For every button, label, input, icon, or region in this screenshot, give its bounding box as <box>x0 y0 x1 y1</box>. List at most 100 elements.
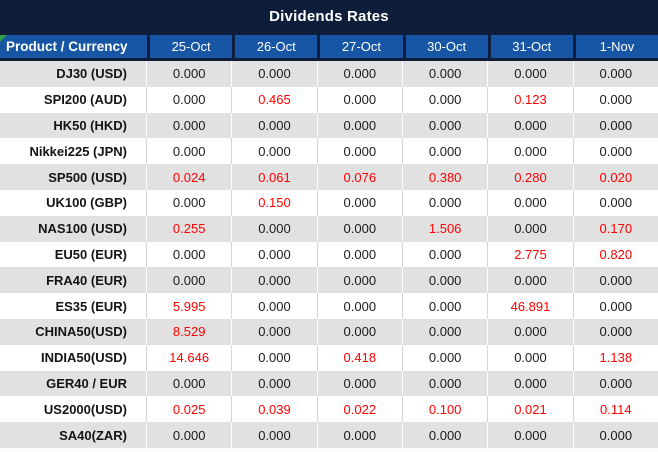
dividend-value-cell: 0.000 <box>403 344 489 371</box>
dividend-value-cell: 0.000 <box>403 61 489 87</box>
dividend-value-cell: 0.000 <box>232 344 318 371</box>
table-row: FRA40 (EUR) 0.000 0.000 0.000 0.000 0.000 0.00… <box>0 267 658 294</box>
dividend-value-cell: 0.076 <box>318 164 403 190</box>
dividend-value-cell: 0.280 <box>488 164 574 190</box>
dividend-value-cell: 0.000 <box>488 189 574 216</box>
dividend-value-cell: 0.000 <box>403 318 489 345</box>
dividend-value-cell: 0.000 <box>488 138 574 165</box>
dividend-value-cell: 0.000 <box>488 215 574 242</box>
dividend-value-cell: 0.000 <box>599 324 633 340</box>
date-column-header: 31-Oct <box>490 35 573 58</box>
product-cell: SA40(ZAR) <box>0 422 147 448</box>
dividend-value-cell: 0.000 <box>318 318 403 345</box>
table-row: SP500 (USD) 0.024 0.061 0.076 0.380 0.280 0.02… <box>0 164 658 190</box>
dividend-value-cell: 0.025 <box>147 396 233 423</box>
dividend-value-cell: 0.000 <box>232 241 318 268</box>
bottom-strip <box>0 448 658 452</box>
dividend-value-cell: 0.123 <box>488 86 574 113</box>
dividend-value-cell: 0.000 <box>318 370 403 397</box>
product-cell: DJ30 (USD) <box>0 61 147 87</box>
date-column-header: 27-Oct <box>320 35 403 58</box>
product-cell: SPI200 (AUD) <box>0 86 147 113</box>
dividend-value-cell: 0.150 <box>232 189 318 216</box>
table-row: INDIA50(USD) 14.646 0.000 0.418 0.000 0.000 1.… <box>0 344 658 371</box>
table-row: DJ30 (USD) 0.000 0.000 0.000 0.000 0.000 0.000 <box>0 61 658 87</box>
dividend-value-cell: 0.000 <box>147 86 233 113</box>
product-cell: SP500 (USD) <box>0 164 147 190</box>
dividend-value-cell: 0.000 <box>147 241 233 268</box>
dividend-value-cell: 2.775 <box>488 241 574 268</box>
dividend-value-cell: 0.061 <box>232 164 318 190</box>
product-cell: INDIA50(USD) <box>0 344 147 371</box>
date-column-header: 26-Oct <box>235 35 318 58</box>
product-cell: US2000(USD) <box>0 396 147 423</box>
product-cell: CHINA50(USD) <box>0 318 147 345</box>
cell-note-indicator-icon <box>0 35 7 42</box>
dividend-value-cell: 46.891 <box>488 293 574 319</box>
dividend-value-cell: 0.000 <box>403 241 489 268</box>
dividend-value-cell: 0.000 <box>488 370 574 397</box>
product-cell: Nikkei225 (JPN) <box>0 138 147 165</box>
dividend-value-cell: 0.000 <box>147 61 233 87</box>
dividend-value-cell: 0.000 <box>488 318 574 345</box>
dividend-value-cell: 0.000 <box>232 215 318 242</box>
dividend-value-cell: 0.255 <box>147 215 233 242</box>
dividend-value-cell: 0.000 <box>318 422 403 448</box>
dividend-value-cell: 0.000 <box>599 117 633 133</box>
dividend-value-cell: 0.000 <box>318 293 403 319</box>
table-row: UK100 (GBP) 0.000 0.150 0.000 0.000 0.000 0.00… <box>0 189 658 216</box>
dividend-value-cell: 0.000 <box>403 422 489 448</box>
dividend-value-cell: 0.380 <box>403 164 489 190</box>
product-cell: HK50 (HKD) <box>0 112 147 139</box>
dividend-value-cell: 0.000 <box>147 138 233 165</box>
dividend-value-cell: 0.000 <box>232 138 318 165</box>
dividend-value-cell: 0.022 <box>318 396 403 423</box>
dividend-value-cell: 0.000 <box>232 61 318 87</box>
table-row: GER40 / EUR 0.000 0.000 0.000 0.000 0.000 0.00… <box>0 370 658 397</box>
dividend-value-cell: 0.000 <box>488 112 574 139</box>
dividend-value-cell: 0.000 <box>147 112 233 139</box>
dividend-value-cell: 0.024 <box>147 164 233 190</box>
dividend-value-cell: 1.506 <box>403 215 489 242</box>
dividend-value-cell: 0.000 <box>318 267 403 294</box>
dividend-value-cell: 0.020 <box>599 169 633 185</box>
product-cell: ES35 (EUR) <box>0 293 147 319</box>
dividend-value-cell: 0.000 <box>599 427 633 443</box>
dividend-value-cell: 0.000 <box>599 66 633 82</box>
dividend-value-cell: 0.000 <box>318 138 403 165</box>
dividend-value-cell: 0.170 <box>599 221 633 237</box>
dividend-value-cell: 0.000 <box>232 370 318 397</box>
date-column-header: 30-Oct <box>405 35 488 58</box>
dividend-value-cell: 0.000 <box>147 422 233 448</box>
product-cell: EU50 (EUR) <box>0 241 147 268</box>
dividend-value-cell: 0.000 <box>599 272 633 288</box>
dividend-value-cell: 0.000 <box>147 267 233 294</box>
dividend-value-cell: 0.000 <box>488 344 574 371</box>
dividend-value-cell: 0.000 <box>318 241 403 268</box>
dividend-value-cell: 0.100 <box>403 396 489 423</box>
product-cell: NAS100 (USD) <box>0 215 147 242</box>
dividend-value-cell: 8.529 <box>147 318 233 345</box>
dividend-value-cell: 0.000 <box>599 298 633 314</box>
dividend-value-cell: 0.000 <box>488 267 574 294</box>
dividend-value-cell: 0.000 <box>599 92 633 108</box>
product-currency-header: Product / Currency <box>0 35 147 58</box>
table-row: CHINA50(USD) 8.529 0.000 0.000 0.000 0.000 0.0… <box>0 318 658 345</box>
dividend-value-cell: 0.000 <box>232 267 318 294</box>
dividend-value-cell: 0.000 <box>147 189 233 216</box>
table-row: HK50 (HKD) 0.000 0.000 0.000 0.000 0.000 0.000 <box>0 112 658 139</box>
dividend-value-cell: 0.000 <box>599 195 633 211</box>
dividend-value-cell: 0.000 <box>318 215 403 242</box>
page-title: Dividends Rates <box>269 8 389 25</box>
dividend-value-cell: 0.000 <box>403 267 489 294</box>
dividend-value-cell: 0.000 <box>318 189 403 216</box>
dividend-value-cell: 0.114 <box>600 401 632 417</box>
product-currency-header-label: Product / Currency <box>6 39 128 54</box>
dividend-value-cell: 14.646 <box>147 344 233 371</box>
dividend-value-cell: 0.000 <box>318 112 403 139</box>
table-row: SPI200 (AUD) 0.000 0.465 0.000 0.000 0.123 0.0… <box>0 86 658 113</box>
table-row: US2000(USD) 0.025 0.039 0.022 0.100 0.021 0.11… <box>0 396 658 423</box>
dividend-value-cell: 0.000 <box>403 189 489 216</box>
dividend-value-cell: 0.021 <box>488 396 574 423</box>
